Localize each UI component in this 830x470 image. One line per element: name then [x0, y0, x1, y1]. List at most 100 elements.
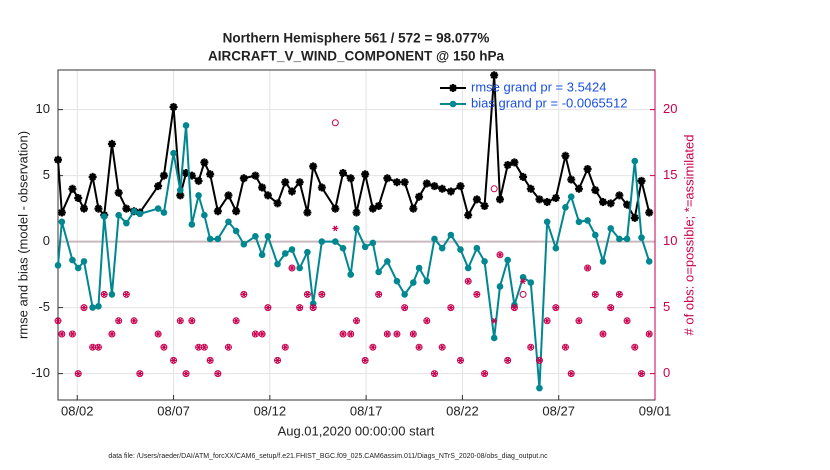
marker: [562, 203, 569, 211]
y2-tick-label: 20: [663, 101, 677, 116]
marker: [591, 186, 600, 195]
marker: [623, 200, 632, 209]
marker: [160, 344, 167, 351]
marker: [177, 317, 184, 324]
marker: [457, 357, 464, 364]
marker: [535, 195, 544, 204]
marker: [510, 158, 519, 167]
marker: [296, 304, 303, 311]
marker: [638, 370, 645, 377]
marker: [170, 357, 177, 364]
marker: [57, 208, 66, 217]
marker: [511, 304, 518, 311]
marker: [159, 171, 168, 180]
marker: [472, 195, 481, 204]
marker: [123, 219, 130, 227]
marker: [438, 184, 447, 193]
marker: [95, 344, 102, 351]
marker: [574, 184, 583, 193]
marker: [400, 178, 409, 187]
marker: [264, 233, 272, 240]
marker: [201, 344, 208, 351]
marker: [503, 161, 512, 170]
marker: [263, 191, 272, 200]
marker: [251, 171, 260, 180]
marker: [481, 370, 488, 377]
marker: [206, 170, 215, 179]
marker: [352, 208, 361, 217]
marker: [519, 172, 528, 181]
marker: [74, 264, 82, 272]
marker: [599, 258, 607, 265]
y2-tick-label: 15: [663, 167, 677, 182]
marker: [273, 199, 282, 208]
marker: [401, 291, 408, 298]
marker: [331, 204, 340, 213]
x-tick-label: 08/27: [542, 403, 575, 418]
marker: [393, 277, 401, 285]
marker: [415, 192, 424, 201]
marker: [481, 258, 488, 265]
marker: [439, 344, 446, 351]
marker: [188, 317, 195, 324]
marker: [169, 102, 178, 111]
marker: [536, 384, 543, 392]
marker: [422, 179, 431, 188]
marker: [607, 225, 615, 232]
marker: [473, 291, 480, 298]
marker: [410, 279, 417, 286]
marker: [155, 331, 162, 337]
marker: [176, 186, 184, 194]
marker: [536, 357, 543, 364]
marker: [353, 317, 360, 324]
marker: [415, 264, 423, 272]
marker: [369, 239, 377, 247]
marker: [339, 244, 347, 252]
marker: [281, 250, 289, 257]
marker: [170, 149, 177, 157]
marker: [423, 277, 431, 285]
marker: [69, 256, 76, 264]
marker: [74, 194, 83, 203]
marker: [122, 204, 131, 213]
marker: [369, 344, 376, 351]
marker: [115, 317, 122, 324]
marker: [206, 235, 214, 243]
marker: [495, 195, 504, 204]
marker: [561, 151, 570, 160]
marker: [583, 165, 592, 173]
marker: [296, 264, 303, 272]
marker: [224, 191, 233, 200]
chart-title: Northern Hemisphere 561 / 572 = 98.077%: [223, 31, 490, 46]
marker: [182, 122, 190, 129]
marker: [54, 262, 62, 269]
marker: [332, 238, 339, 245]
marker: [401, 304, 408, 311]
marker: [473, 244, 481, 252]
y-tick-label: 0: [43, 233, 50, 248]
marker: [136, 210, 144, 218]
marker: [552, 244, 560, 252]
marker: [606, 199, 615, 208]
marker: [258, 251, 266, 259]
marker: [353, 225, 360, 232]
marker: [543, 218, 551, 226]
marker: [160, 209, 168, 216]
marker: [504, 357, 511, 364]
marker: [318, 291, 325, 298]
marker: [384, 258, 391, 265]
marker: [317, 183, 326, 192]
marker: [347, 271, 355, 278]
marker: [631, 344, 638, 351]
marker: [631, 157, 639, 165]
y-tick-label: -5: [38, 299, 50, 314]
marker: [584, 217, 591, 224]
marker: [79, 204, 88, 213]
y-tick-label: 5: [43, 167, 50, 182]
marker: [108, 331, 115, 337]
marker: [456, 182, 465, 191]
marker: [384, 331, 391, 337]
y-tick-label: -10: [31, 365, 50, 380]
marker: [252, 233, 259, 240]
